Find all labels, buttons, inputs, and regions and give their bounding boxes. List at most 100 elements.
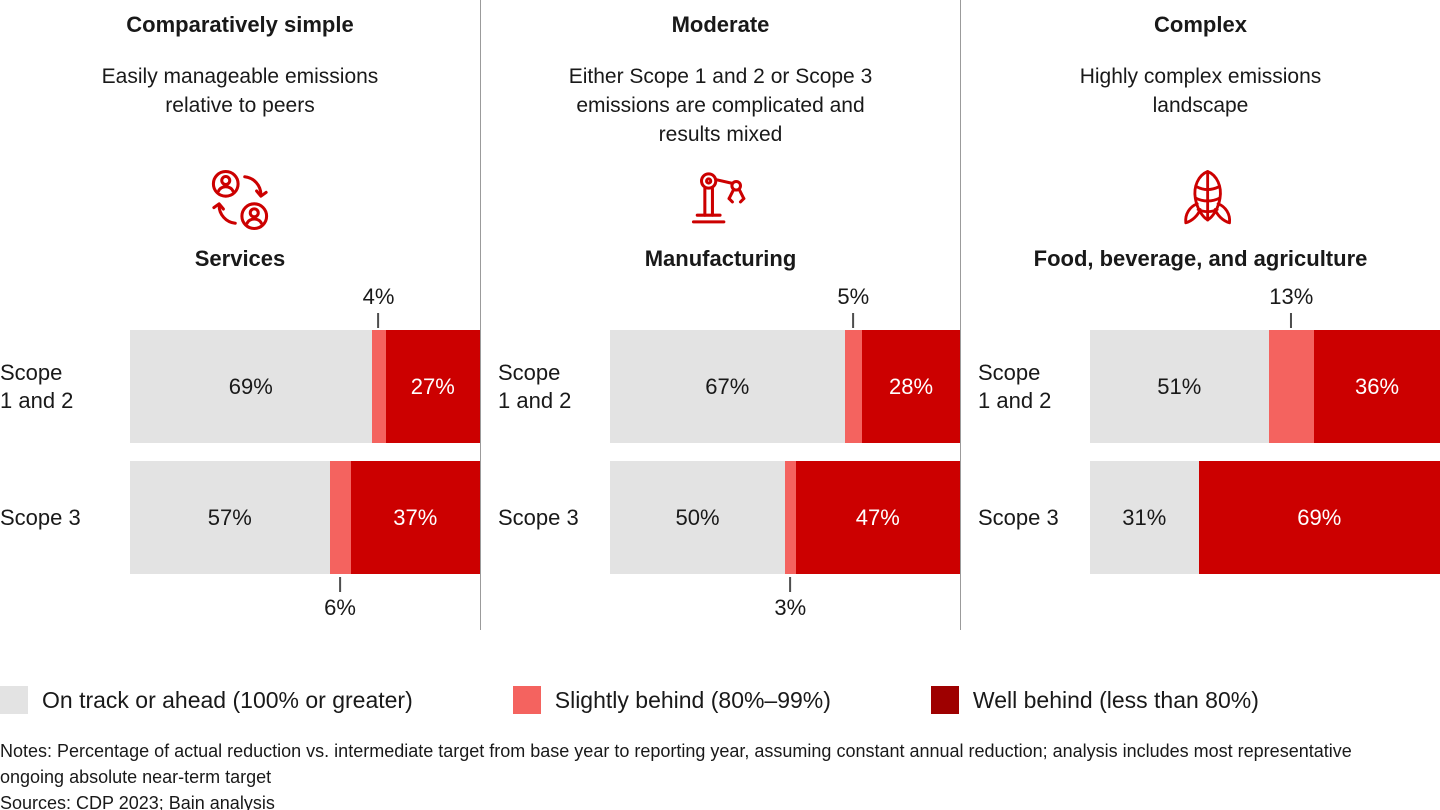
stacked-bar: 6% 57% 37% <box>130 461 480 620</box>
well-behind-segment: 36% <box>1314 330 1440 443</box>
callout-label: 5% <box>837 284 870 309</box>
scope-label: Scope 3 <box>498 504 579 530</box>
stacked-bar: 3% 50% 47% <box>610 461 960 620</box>
callout-tick <box>377 313 380 328</box>
bar-segments: 67% 28% <box>610 330 960 443</box>
slightly-behind-segment <box>785 461 796 574</box>
robot-arm-icon <box>481 158 960 242</box>
on-track-segment: 50% <box>610 461 785 574</box>
people-cycle-icon <box>0 158 480 242</box>
scope-label: Scope 1 and 2 <box>0 359 74 413</box>
callout-tick <box>852 313 855 328</box>
slightly-behind-callout: 4% <box>362 284 395 328</box>
well-behind-segment: 27% <box>385 330 480 443</box>
on-track-segment: 51% <box>1090 330 1269 443</box>
complexity-description: Either Scope 1 and 2 or Scope 3 emission… <box>568 65 873 146</box>
segment-value: 51% <box>1157 373 1202 399</box>
on-track-swatch <box>0 686 28 714</box>
sector-name: Manufacturing <box>644 246 797 271</box>
complexity-title: Moderate <box>671 12 770 37</box>
slightly-behind-swatch <box>512 686 541 714</box>
segment-value: 28% <box>888 373 934 399</box>
slightly-behind-callout: 13% <box>1269 285 1313 328</box>
bar-segments: 31% 69% <box>1090 461 1440 574</box>
stacked-bar: 13% 51% 36% <box>1090 285 1440 443</box>
callout-tick <box>338 577 341 592</box>
stacked-bar: 5% 67% 28% <box>610 285 960 443</box>
on-track-segment: 57% <box>130 461 330 574</box>
scope-label: Scope 1 and 2 <box>978 359 1052 413</box>
callout-label: 6% <box>324 595 356 620</box>
legend-label: Well behind (less than 80%) <box>972 686 1259 713</box>
segment-value: 31% <box>1122 504 1167 530</box>
on-track-segment: 67% <box>610 330 845 443</box>
well-behind-swatch <box>930 686 959 714</box>
callout-label: 3% <box>774 595 807 620</box>
corn-icon <box>961 158 1440 242</box>
bar-row-scope-1-and-2: Scope 1 and 2 13% 51% 36% <box>961 285 1440 443</box>
sector-name: Services <box>194 246 286 271</box>
sector-columns: Comparatively simple Easily manageable em… <box>0 0 1440 630</box>
legend-item-well-behind: Well behind (less than 80%) <box>930 686 1259 714</box>
legend-item-slightly-behind: Slightly behind (80%–99%) <box>512 686 831 714</box>
slightly-behind-segment <box>329 461 351 574</box>
callout-label: 13% <box>1269 284 1314 309</box>
callout-label: 4% <box>362 284 395 309</box>
callout-tick <box>1290 313 1293 328</box>
segment-value: 57% <box>207 504 252 530</box>
legend-item-on-track: On track or ahead (100% or greater) <box>0 686 413 714</box>
segment-value: 67% <box>705 373 750 399</box>
bars-block: Scope 1 and 2 4% 69% 27% Scope 3 6% 57% 37% <box>0 285 480 620</box>
well-behind-segment: 47% <box>795 461 960 574</box>
bar-row-scope-1-and-2: Scope 1 and 2 5% 67% 28% <box>481 285 960 443</box>
scope-label: Scope 3 <box>0 504 81 530</box>
well-behind-segment: 37% <box>350 461 480 574</box>
well-behind-segment: 69% <box>1198 461 1440 574</box>
complexity-description: Easily manageable emissions relative to … <box>101 65 379 117</box>
on-track-segment: 31% <box>1090 461 1199 574</box>
segment-value: 47% <box>855 504 900 530</box>
sources-text: Sources: CDP 2023; Bain analysis <box>0 793 275 810</box>
slightly-behind-callout: 5% <box>837 285 869 328</box>
segment-value: 69% <box>228 373 273 399</box>
bar-row-scope-1-and-2: Scope 1 and 2 4% 69% 27% <box>0 285 480 443</box>
legend: On track or ahead (100% or greater) Slig… <box>0 686 1440 714</box>
complexity-title: Comparatively simple <box>126 12 354 37</box>
segment-value: 27% <box>410 373 455 399</box>
scope-label: Scope 3 <box>978 504 1059 530</box>
bar-row-scope-3: Scope 3 31% 69% <box>961 461 1440 574</box>
segment-value: 37% <box>393 504 438 530</box>
bar-row-scope-3: Scope 3 6% 57% 37% <box>0 461 480 620</box>
complexity-title: Complex <box>1154 12 1247 37</box>
sector-column-manufacturing: Moderate Either Scope 1 and 2 or Scope 3 … <box>480 0 960 630</box>
segment-value: 36% <box>1354 373 1400 399</box>
sector-name: Food, beverage, and agriculture <box>1033 246 1368 271</box>
stacked-bar: 4% 69% 27% <box>130 285 480 443</box>
sector-column-services: Comparatively simple Easily manageable em… <box>0 0 480 630</box>
slightly-behind-segment <box>371 330 386 443</box>
slightly-behind-segment <box>1268 330 1314 443</box>
bars-block: Scope 1 and 2 5% 67% 28% Scope 3 3% 50% 47% <box>481 285 960 620</box>
callout-tick <box>789 577 792 592</box>
slightly-behind-segment <box>844 330 862 443</box>
segment-value: 69% <box>1297 504 1342 530</box>
legend-label: On track or ahead (100% or greater) <box>42 686 413 713</box>
segment-value: 50% <box>675 504 720 530</box>
well-behind-segment: 28% <box>862 330 960 443</box>
bar-row-scope-3: Scope 3 3% 50% 47% <box>481 461 960 620</box>
complexity-description: Highly complex emissions landscape <box>1079 65 1322 117</box>
slightly-behind-callout: 6% <box>324 577 356 620</box>
stacked-bar: 31% 69% <box>1090 461 1440 574</box>
legend-label: Slightly behind (80%–99%) <box>554 686 831 713</box>
bar-segments: 51% 36% <box>1090 330 1440 443</box>
bars-block: Scope 1 and 2 13% 51% 36% Scope 3 31% 69% <box>961 285 1440 574</box>
bar-segments: 57% 37% <box>130 461 480 574</box>
slightly-behind-callout: 3% <box>774 577 806 620</box>
scope-label: Scope 1 and 2 <box>498 359 572 413</box>
bar-segments: 69% 27% <box>130 330 480 443</box>
notes-text: Notes: Percentage of actual reduction vs… <box>0 741 1352 787</box>
sector-column-food-beverage-and-agriculture: Complex Highly complex emissions landscap… <box>960 0 1440 630</box>
on-track-segment: 69% <box>130 330 372 443</box>
bar-segments: 50% 47% <box>610 461 960 574</box>
